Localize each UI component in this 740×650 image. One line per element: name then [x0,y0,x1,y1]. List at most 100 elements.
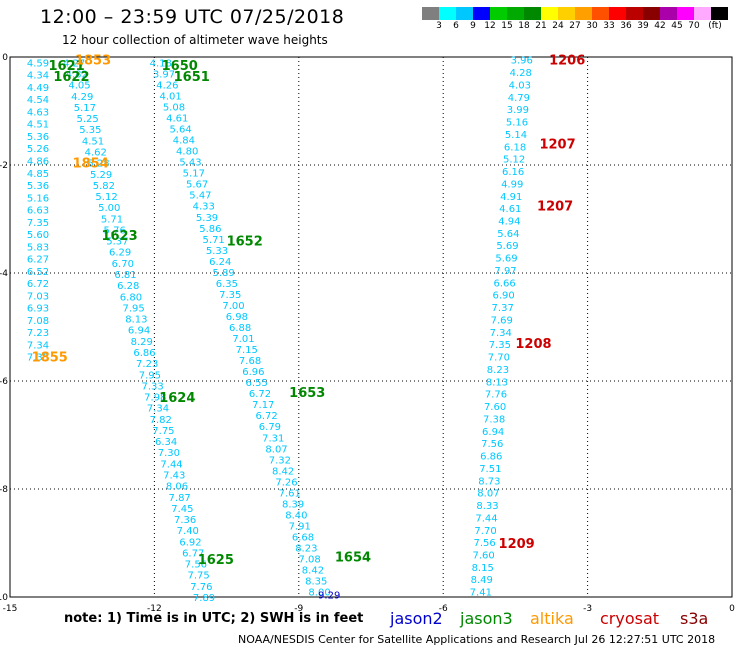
colorbar-label: 18 [518,21,530,31]
swh-value: 4.26 [156,80,178,91]
swh-value: 8.06 [166,482,188,493]
swh-value: 6.72 [27,279,49,290]
swh-value: 6.98 [226,312,248,323]
swh-value: 7.08 [27,316,49,327]
swh-value: 5.17 [183,169,205,180]
swh-value: 7.03 [27,291,49,302]
swh-value: 7.32 [269,455,291,466]
swh-value: 8.35 [305,577,327,588]
swh-value: 6.52 [27,267,49,278]
swh-value: 5.36 [27,181,49,192]
colorbar-swatch [456,7,473,20]
swh-value: 7.89 [193,593,215,604]
swh-value: 6.88 [229,323,251,334]
swh-value: 6.86 [133,348,155,359]
swh-value: 8.39 [282,499,304,510]
swh-value: 6.34 [155,437,177,448]
colorbar-labels: 3 6 9 12 15 18 21 24 27 30 33 36 39 42 45 70 (ft) [422,21,740,33]
swh-value: 8.15 [472,563,494,574]
swh-value: 5.16 [506,118,528,129]
swh-value: 6.70 [112,259,134,270]
colorbar-swatch [626,7,643,20]
swh-value: 7.33 [141,381,163,392]
swh-value: 8.23 [487,365,509,376]
colorbar-label: 39 [637,21,649,31]
swh-value: 7.76 [190,582,212,593]
swh-value: 7.08 [298,555,320,566]
swh-value: 6.93 [27,304,49,315]
swh-value: 6.96 [242,367,264,378]
pass-time-label: 1650 [162,59,198,74]
swh-value: 8.73 [478,476,500,487]
swh-value: 4.86 [27,157,49,168]
swh-value: 5.76 [104,225,126,236]
colorbar-swatch [558,7,575,20]
swh-value: 4.34 [27,71,49,82]
colorbar-label: 45 [671,21,683,31]
pass-time-label: 1853 [75,54,111,69]
swh-value: 8.42 [302,566,324,577]
colorbar-swatch [711,7,728,20]
pass-time-label: 1654 [335,551,371,566]
swh-value: 5.28 [87,159,109,170]
swh-value: 5.71 [203,235,225,246]
swh-value: 7.60 [473,550,495,561]
swh-value: 7.61 [279,488,301,499]
swh-value: 7.26 [275,477,297,488]
pass-time-label: 1207 [539,137,575,152]
swh-value: 8.29 [131,337,153,348]
swh-value: 5.71 [101,214,123,225]
colorbar-swatch [643,7,660,20]
colorbar-label: 21 [535,21,547,31]
swh-value: 6.66 [493,278,515,289]
swh-value: 4.62 [85,148,107,159]
colorbar-label: 9 [470,21,476,31]
swh-value: 7.45 [171,504,193,515]
swh-value: 7.75 [152,426,174,437]
colorbar-label: 15 [501,21,513,31]
swh-value: 7.15 [236,345,258,356]
credit-line: NOAA/NESDIS Center for Satellite Applica… [238,633,716,646]
swh-value: 8.07 [477,489,499,500]
swh-value: 5.82 [93,181,115,192]
swh-value: 4.05 [68,81,90,92]
swh-value: 7.35 [27,218,49,229]
swh-value: 3.96 [511,56,533,67]
swh-value: 7.34 [27,340,49,351]
swh-value: 7.35 [219,290,241,301]
swh-value: 5.47 [189,191,211,202]
swh-value: 4.59 [27,58,49,69]
swh-value: 7.51 [479,464,501,475]
x-tick-label: -12 [147,604,162,614]
swh-value: 4.01 [160,91,182,102]
colorbar-label: 33 [603,21,615,31]
swh-value: 6.94 [482,427,504,438]
pass-time-label: 1652 [227,235,263,250]
swh-value: 7.97 [494,266,516,277]
swh-value: 7.82 [150,415,172,426]
colorbar-swatch [541,7,558,20]
pass-time-label: 1621 [49,59,85,74]
swh-value: 4.99 [501,179,523,190]
swh-value: 5.60 [27,230,49,241]
swh-value: 3.97 [153,69,175,80]
swh-value: 7.44 [160,459,182,470]
colorbar-swatch [575,7,592,20]
colorbar [422,7,728,20]
colorbar-label: 3 [436,21,442,31]
y-tick-label: -10 [0,593,8,603]
swh-value: 5.64 [497,229,519,240]
swh-value: 8.40 [285,510,307,521]
swh-value: 5.36 [27,132,49,143]
swh-value: 7.44 [475,513,497,524]
y-tick-label: -4 [0,269,8,279]
swh-value: 5.17 [74,103,96,114]
swh-value: 5.37 [106,237,128,248]
swh-value: 5.33 [206,246,228,257]
swh-value: 4.61 [166,114,188,125]
swh-value: 6.63 [27,206,49,217]
swh-value: 4.51 [27,120,49,131]
swh-value: 7.56 [481,439,503,450]
x-tick-label: -15 [3,604,18,614]
